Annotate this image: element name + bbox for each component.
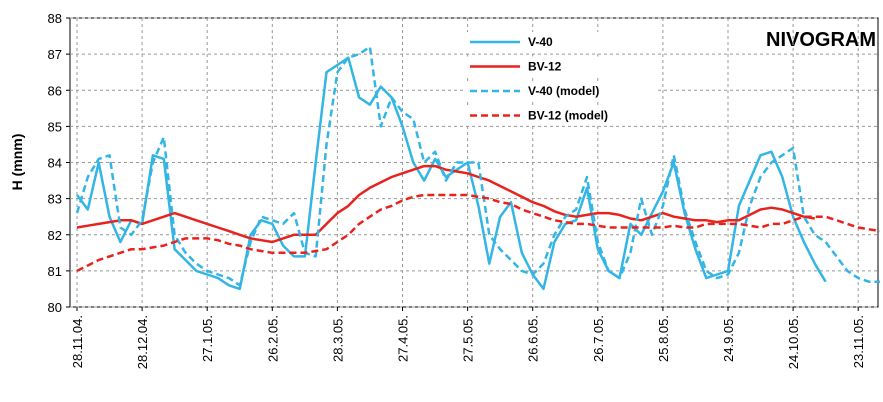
x-tick-label: 24.10.05. <box>786 315 801 369</box>
y-tick-label: 80 <box>48 300 62 315</box>
series-line <box>75 45 880 287</box>
legend-bg <box>466 32 656 52</box>
x-tick-label: 26.7.05. <box>591 315 606 362</box>
x-tick-label: 27.4.05. <box>396 315 411 362</box>
y-tick-label: 83 <box>48 192 62 207</box>
x-tick-label: 27.5.05. <box>461 315 476 362</box>
y-tick-label: 82 <box>48 228 62 243</box>
y-tick-label: 85 <box>48 119 62 134</box>
x-tick-label: 26.2.05. <box>265 315 280 362</box>
series-line <box>76 193 881 273</box>
legend-label: V-40 <box>528 35 553 49</box>
x-tick-label: 28.12.04. <box>135 315 150 369</box>
series-line <box>76 164 816 244</box>
y-tick-label: 81 <box>48 264 62 279</box>
x-tick-label: 28.3.05. <box>330 315 345 362</box>
legend-label: BV-12 <box>528 60 562 74</box>
y-tick-label: 87 <box>48 47 62 62</box>
x-tick-label: 26.6.05. <box>526 315 541 362</box>
legend-label: BV-12 (model) <box>528 109 608 123</box>
x-tick-label: 23.11.05. <box>851 315 866 368</box>
y-tick-label: 86 <box>48 83 62 98</box>
x-tick-label: 25.8.05. <box>656 315 671 362</box>
x-tick-label: 24.9.05. <box>721 315 736 362</box>
legend-bg <box>466 105 656 126</box>
series-line <box>75 56 827 291</box>
y-tick-label: 88 <box>48 11 62 26</box>
y-tick-label: 84 <box>48 156 62 171</box>
legend-bg <box>466 81 656 101</box>
x-tick-label: 28.11.04. <box>70 315 85 368</box>
y-axis-label: H (mnm) <box>9 134 25 191</box>
legend-bg <box>466 56 656 77</box>
x-tick-label: 27.1.05. <box>200 315 215 362</box>
chart-title: NIVOGRAM <box>766 29 876 51</box>
legend-label: V-40 (model) <box>528 84 599 98</box>
